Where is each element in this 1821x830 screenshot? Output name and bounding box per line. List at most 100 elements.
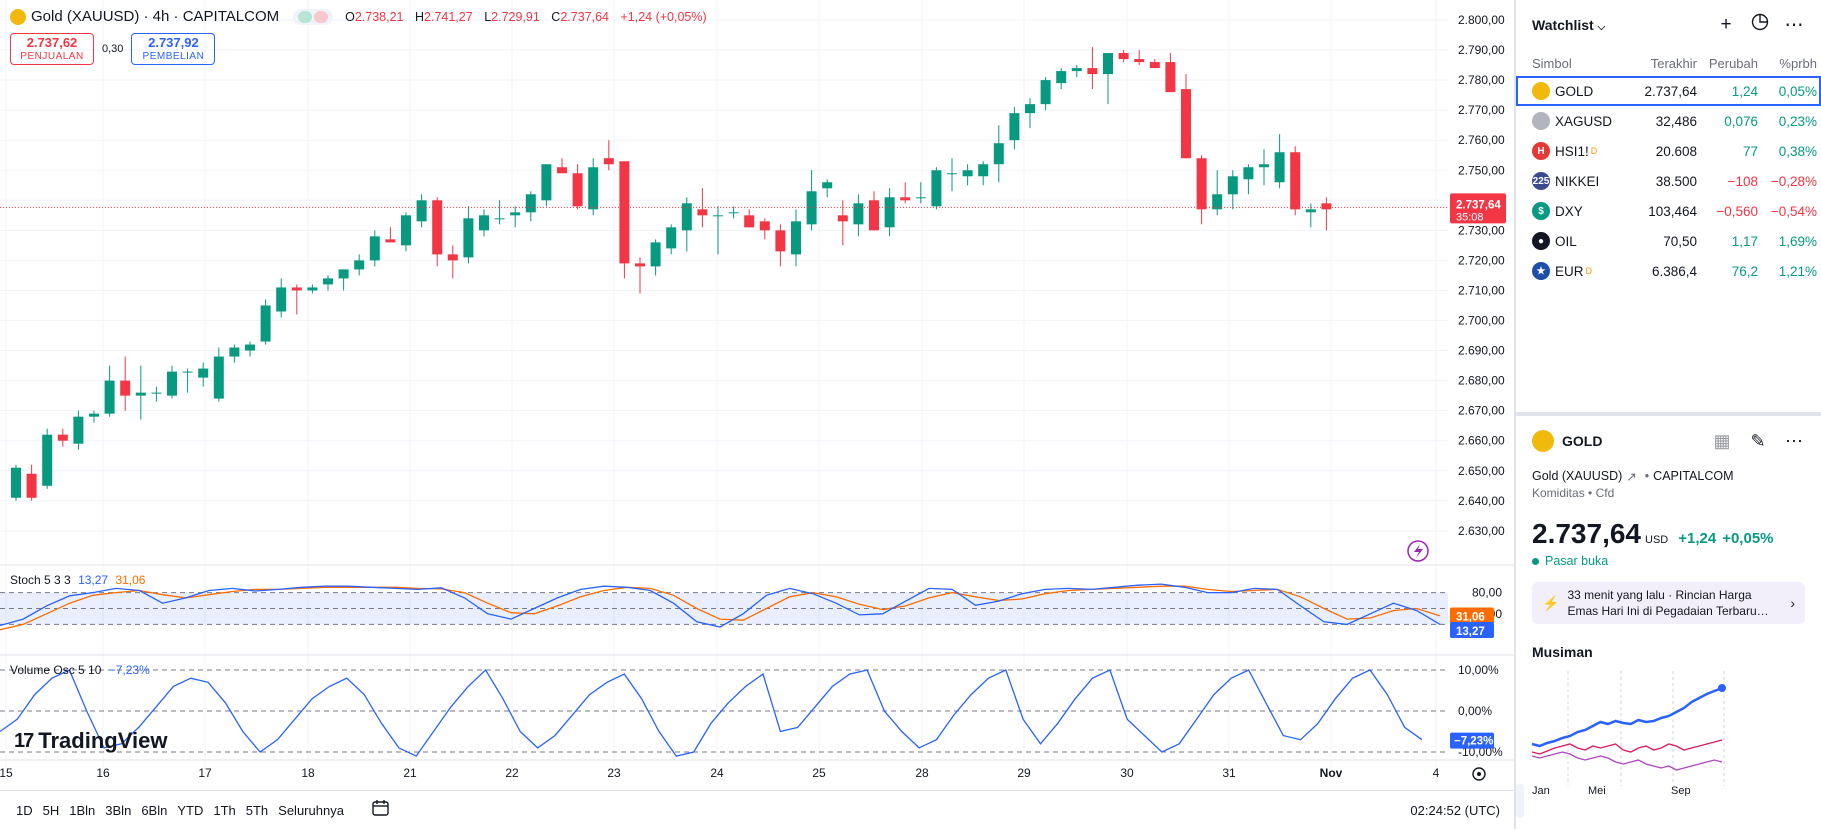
candle-body: [1259, 164, 1269, 168]
seasonal-chart[interactable]: Jan Mei Sep: [1516, 666, 1821, 797]
row-symbol: GOLD: [1516, 82, 1616, 100]
add-symbol-plus-icon[interactable]: +: [1720, 14, 1732, 35]
bar-countdown: 35:08: [1456, 211, 1484, 223]
details-name-text[interactable]: Gold (XAUUSD): [1532, 469, 1623, 483]
buy-button[interactable]: 2.737,92 PEMBELIAN: [131, 33, 216, 65]
col-last[interactable]: Terakhir: [1650, 55, 1697, 71]
details-symbol[interactable]: GOLD: [1532, 430, 1699, 452]
price-axis-label: 2.680,00: [1458, 374, 1505, 388]
low-label: L: [484, 9, 492, 24]
go-to-date-calendar-icon[interactable]: [371, 799, 391, 822]
chart-settings-gear-center: [1477, 772, 1481, 776]
low-value: 2.729,91: [491, 9, 540, 24]
stoch-k-line: [0, 583, 1441, 628]
collapse-panel-handle[interactable]: [1516, 784, 1524, 818]
watchlist-title[interactable]: Watchlist ⌵: [1532, 17, 1705, 33]
grid-layout-icon[interactable]: ▦: [1713, 430, 1731, 451]
sell-button[interactable]: 2.737,62 PENJUALAN: [10, 33, 94, 65]
candle-body: [479, 215, 489, 231]
timeframe-all[interactable]: Seluruhnya: [278, 803, 344, 818]
close-label: C: [551, 9, 561, 24]
stoch-legend[interactable]: Stoch 5 3 3 13,27 31,06: [10, 573, 145, 587]
row-last: 103,464: [1648, 203, 1697, 219]
advanced-view-pie-icon[interactable]: [1747, 13, 1773, 37]
timeframe-1th[interactable]: 1Th: [213, 803, 236, 818]
watchlist-row-eur[interactable]: ★ EUR D 6.386,4 76,2 1,21%: [1516, 256, 1821, 286]
news-item[interactable]: ⚡ 33 menit yang lalu · Rincian Harga Ema…: [1532, 582, 1805, 624]
stoch-k-tag: [1450, 621, 1494, 638]
last-price-tag: [1450, 193, 1506, 224]
candle-body: [338, 269, 349, 279]
candle-body: [557, 167, 567, 174]
external-link-icon[interactable]: ↗: [1626, 469, 1637, 484]
candle-body: [354, 260, 365, 270]
candle-body: [167, 371, 177, 396]
candle-body: [1165, 62, 1176, 93]
watchlist-columns: Simbol Terakhir Perubah %prbh: [1516, 50, 1821, 76]
market-status-pill[interactable]: [293, 8, 334, 25]
time-axis-label: 25: [812, 766, 826, 780]
candle-body: [135, 392, 146, 396]
row-change: 1,24: [1731, 83, 1758, 99]
chart-canvas[interactable]: 2.800,00 2.790,00 2.780,00 2.770,00 2.760,00…: [0, 0, 1514, 790]
chart-area[interactable]: 2.800,00 2.790,00 2.780,00 2.770,00 2.760,00…: [0, 0, 1515, 790]
spread-value: 0,30: [102, 43, 124, 55]
col-symbol[interactable]: Simbol: [1532, 55, 1572, 71]
row-last: 38.500: [1655, 173, 1697, 189]
symbol-details: GOLD ▦ ✎ ⋯ Gold (XAUUSD) ↗ • CAPITALCOM …: [1516, 416, 1821, 801]
watchlist-row-oil[interactable]: ● OIL 70,50 1,17 1,69%: [1516, 226, 1821, 256]
candle-body: [1196, 158, 1207, 210]
price-axis-label: 2.710,00: [1458, 283, 1505, 297]
edit-note-icon[interactable]: ✎: [1750, 430, 1766, 451]
watchlist-row-nikkei[interactable]: 225 NIKKEI 38.500 −108 −0,28%: [1516, 166, 1821, 196]
price-axis-label: 2.690,00: [1458, 344, 1505, 358]
tradingview-logo[interactable]: 17 TradingView: [14, 728, 167, 754]
details-exchange: CAPITALCOM: [1653, 469, 1734, 483]
price-axis-label: 2.760,00: [1458, 133, 1505, 147]
watchlist-row-xagusd[interactable]: XAGUSD 32,486 0,076 0,23%: [1516, 106, 1821, 136]
more-options-icon[interactable]: ⋯: [1785, 430, 1803, 451]
subcategory-text: Cfd: [1595, 486, 1615, 500]
timeframe-6bln[interactable]: 6Bln: [141, 803, 168, 818]
candle-body: [11, 467, 21, 498]
row-pct: −0,54%: [1770, 203, 1817, 219]
candle-body: [1149, 62, 1160, 69]
timeframe-5h[interactable]: 5H: [42, 803, 60, 818]
market-status-text: Pasar buka: [1545, 554, 1609, 568]
timeframe-3bln[interactable]: 3Bln: [105, 803, 132, 818]
gold-symbol-icon: [10, 8, 26, 25]
timeframe-ytd[interactable]: YTD: [177, 803, 204, 818]
utc-clock[interactable]: 02:24:52 (UTC): [1410, 803, 1500, 818]
watchlist-row-dxy[interactable]: $ DXY 103,464 −0,560 −0,54%: [1516, 196, 1821, 226]
timeframe-1d[interactable]: 1D: [16, 803, 33, 818]
time-axis-label: 22: [505, 766, 519, 780]
timeframe-1bln[interactable]: 1Bln: [69, 803, 96, 818]
details-price-row: 2.737,64 USD +1,24 +0,05%: [1516, 506, 1821, 550]
watchlist-row-hsi1[interactable]: H HSI1! D 20.608 77 0,38%: [1516, 136, 1821, 166]
timeframe-5th[interactable]: 5Th: [245, 803, 269, 818]
candle-body: [1087, 68, 1098, 75]
volume-osc-legend[interactable]: Volume Osc 5 10 −7,23%: [10, 663, 150, 677]
panel-divider[interactable]: [1514, 0, 1516, 829]
candle-body: [510, 212, 521, 216]
candle-body: [822, 182, 833, 189]
market-open-dot-icon: [298, 10, 313, 23]
high-value: 2.741,27: [424, 9, 473, 24]
chevron-right-icon: ›: [1790, 595, 1795, 611]
buy-label: PEMBELIAN: [142, 50, 205, 62]
time-axis-label: 16: [96, 766, 110, 780]
watchlist-row-gold[interactable]: GOLD 2.737,64 1,24 0,05%: [1516, 76, 1821, 106]
col-pct[interactable]: %prbh: [1779, 55, 1817, 71]
candle-body: [806, 191, 817, 225]
price-axis-label: 2.700,00: [1458, 314, 1505, 328]
candle-body: [1181, 89, 1191, 159]
more-options-icon[interactable]: ⋯: [1784, 14, 1804, 36]
col-change[interactable]: Perubah: [1708, 55, 1758, 71]
candle-body: [572, 173, 583, 207]
panel-separator[interactable]: [1516, 412, 1821, 416]
row-symbol-text: OIL: [1555, 233, 1577, 249]
candle-body: [837, 215, 848, 222]
chart-symbol-title[interactable]: Gold (XAUUSD) · 4h · CAPITALCOM: [31, 8, 280, 25]
seasonal-month-label: Mei: [1588, 785, 1606, 796]
time-axis-label: 30: [1120, 766, 1134, 780]
